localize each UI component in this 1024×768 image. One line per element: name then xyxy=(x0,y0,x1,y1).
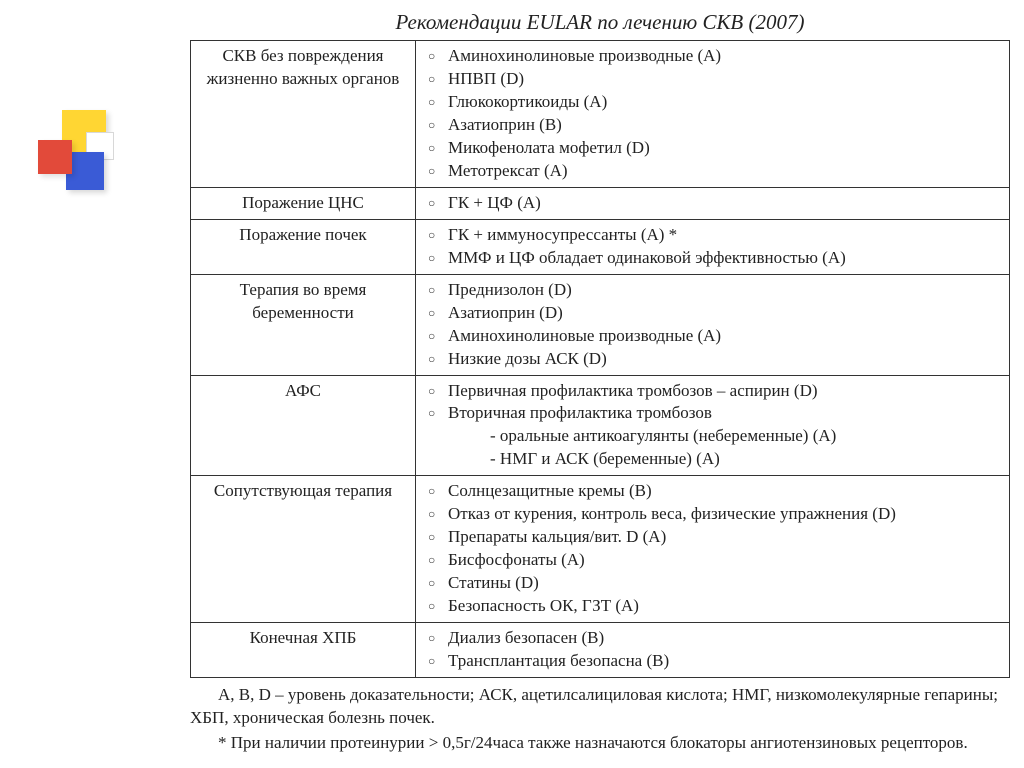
row-header: СКВ без повреждения жизненно важных орга… xyxy=(191,41,416,188)
table-row: Поражение почекГК + иммуносупрессанты (А… xyxy=(191,219,1010,274)
list-item: Низкие дозы АСК (D) xyxy=(422,348,1003,371)
list-item: Препараты кальция/вит. D (А) xyxy=(422,526,1003,549)
list-item: Азатиоприн (В) xyxy=(422,114,1003,137)
row-content: Преднизолон (D)Азатиоприн (D)Аминохиноли… xyxy=(416,274,1010,375)
document-page: Рекомендации EULAR по лечению СКВ (2007)… xyxy=(190,8,1010,755)
sub-list-item: НМГ и АСК (беременные) (А) xyxy=(490,448,1003,471)
list-item: Первичная профилактика тромбозов – аспир… xyxy=(422,380,1003,403)
list-item: Азатиоприн (D) xyxy=(422,302,1003,325)
slide: Рекомендации EULAR по лечению СКВ (2007)… xyxy=(0,0,1024,768)
list-item: Аминохинолиновые производные (А) xyxy=(422,325,1003,348)
row-content: Первичная профилактика тромбозов – аспир… xyxy=(416,375,1010,476)
row-header: Поражение ЦНС xyxy=(191,187,416,219)
row-header: Сопутствующая терапия xyxy=(191,476,416,623)
item-list: Солнцезащитные кремы (В)Отказ от курения… xyxy=(422,480,1003,618)
table-row: Сопутствующая терапияСолнцезащитные крем… xyxy=(191,476,1010,623)
row-content: Солнцезащитные кремы (В)Отказ от курения… xyxy=(416,476,1010,623)
item-list: Первичная профилактика тромбозов – аспир… xyxy=(422,380,1003,472)
list-item: НПВП (D) xyxy=(422,68,1003,91)
list-item: ММФ и ЦФ обладает одинаковой эффективнос… xyxy=(422,247,1003,270)
sub-list: оральные антикоагулянты (небеременные) (… xyxy=(448,425,1003,471)
table-row: Терапия во время беременностиПреднизолон… xyxy=(191,274,1010,375)
item-list: ГК + иммуносупрессанты (А) *ММФ и ЦФ обл… xyxy=(422,224,1003,270)
table-row: АФС Первичная профилактика тромбозов – ас… xyxy=(191,375,1010,476)
list-item: Статины (D) xyxy=(422,572,1003,595)
list-item: Трансплантация безопасна (В) xyxy=(422,650,1003,673)
page-title: Рекомендации EULAR по лечению СКВ (2007) xyxy=(190,8,1010,36)
footnote-star: * При наличии протеинурии > 0,5г/24часа … xyxy=(190,732,1010,755)
row-content: ГК + ЦФ (А) xyxy=(416,187,1010,219)
row-header: Конечная ХПБ xyxy=(191,622,416,677)
footnote-legend: А, В, D – уровень доказательности; АСК, … xyxy=(190,684,1010,730)
list-item: Метотрексат (А) xyxy=(422,160,1003,183)
row-content: ГК + иммуносупрессанты (А) *ММФ и ЦФ обл… xyxy=(416,219,1010,274)
list-item: Глюкокортикоиды (А) xyxy=(422,91,1003,114)
list-item: Вторичная профилактика тромбозоворальные… xyxy=(422,402,1003,471)
sub-list-item: оральные антикоагулянты (небеременные) (… xyxy=(490,425,1003,448)
table-row: Поражение ЦНС ГК + ЦФ (А) xyxy=(191,187,1010,219)
row-header: Поражение почек xyxy=(191,219,416,274)
list-item: Бисфосфонаты (А) xyxy=(422,549,1003,572)
row-header: АФС xyxy=(191,375,416,476)
item-list: Диализ безопасен (В)Трансплантация безоп… xyxy=(422,627,1003,673)
list-item: Преднизолон (D) xyxy=(422,279,1003,302)
list-item: ГК + ЦФ (А) xyxy=(422,192,1003,215)
recommendations-table: СКВ без повреждения жизненно важных орга… xyxy=(190,40,1010,677)
list-item: Аминохинолиновые производные (А) xyxy=(422,45,1003,68)
list-item: Безопасность ОК, ГЗТ (А) xyxy=(422,595,1003,618)
item-list: Преднизолон (D)Азатиоприн (D)Аминохиноли… xyxy=(422,279,1003,371)
row-content: Аминохинолиновые производные (А)НПВП (D)… xyxy=(416,41,1010,188)
item-list: ГК + ЦФ (А) xyxy=(422,192,1003,215)
list-item: Солнцезащитные кремы (В) xyxy=(422,480,1003,503)
row-header: Терапия во время беременности xyxy=(191,274,416,375)
table-row: СКВ без повреждения жизненно важных орга… xyxy=(191,41,1010,188)
row-content: Диализ безопасен (В)Трансплантация безоп… xyxy=(416,622,1010,677)
deco-square-red xyxy=(38,140,72,174)
item-list: Аминохинолиновые производные (А)НПВП (D)… xyxy=(422,45,1003,183)
list-item: ГК + иммуносупрессанты (А) * xyxy=(422,224,1003,247)
slide-bullet-graphic xyxy=(38,110,134,206)
list-item: Микофенолата мофетил (D) xyxy=(422,137,1003,160)
list-item: Диализ безопасен (В) xyxy=(422,627,1003,650)
table-row: Конечная ХПБДиализ безопасен (В)Транспла… xyxy=(191,622,1010,677)
list-item: Отказ от курения, контроль веса, физичес… xyxy=(422,503,1003,526)
